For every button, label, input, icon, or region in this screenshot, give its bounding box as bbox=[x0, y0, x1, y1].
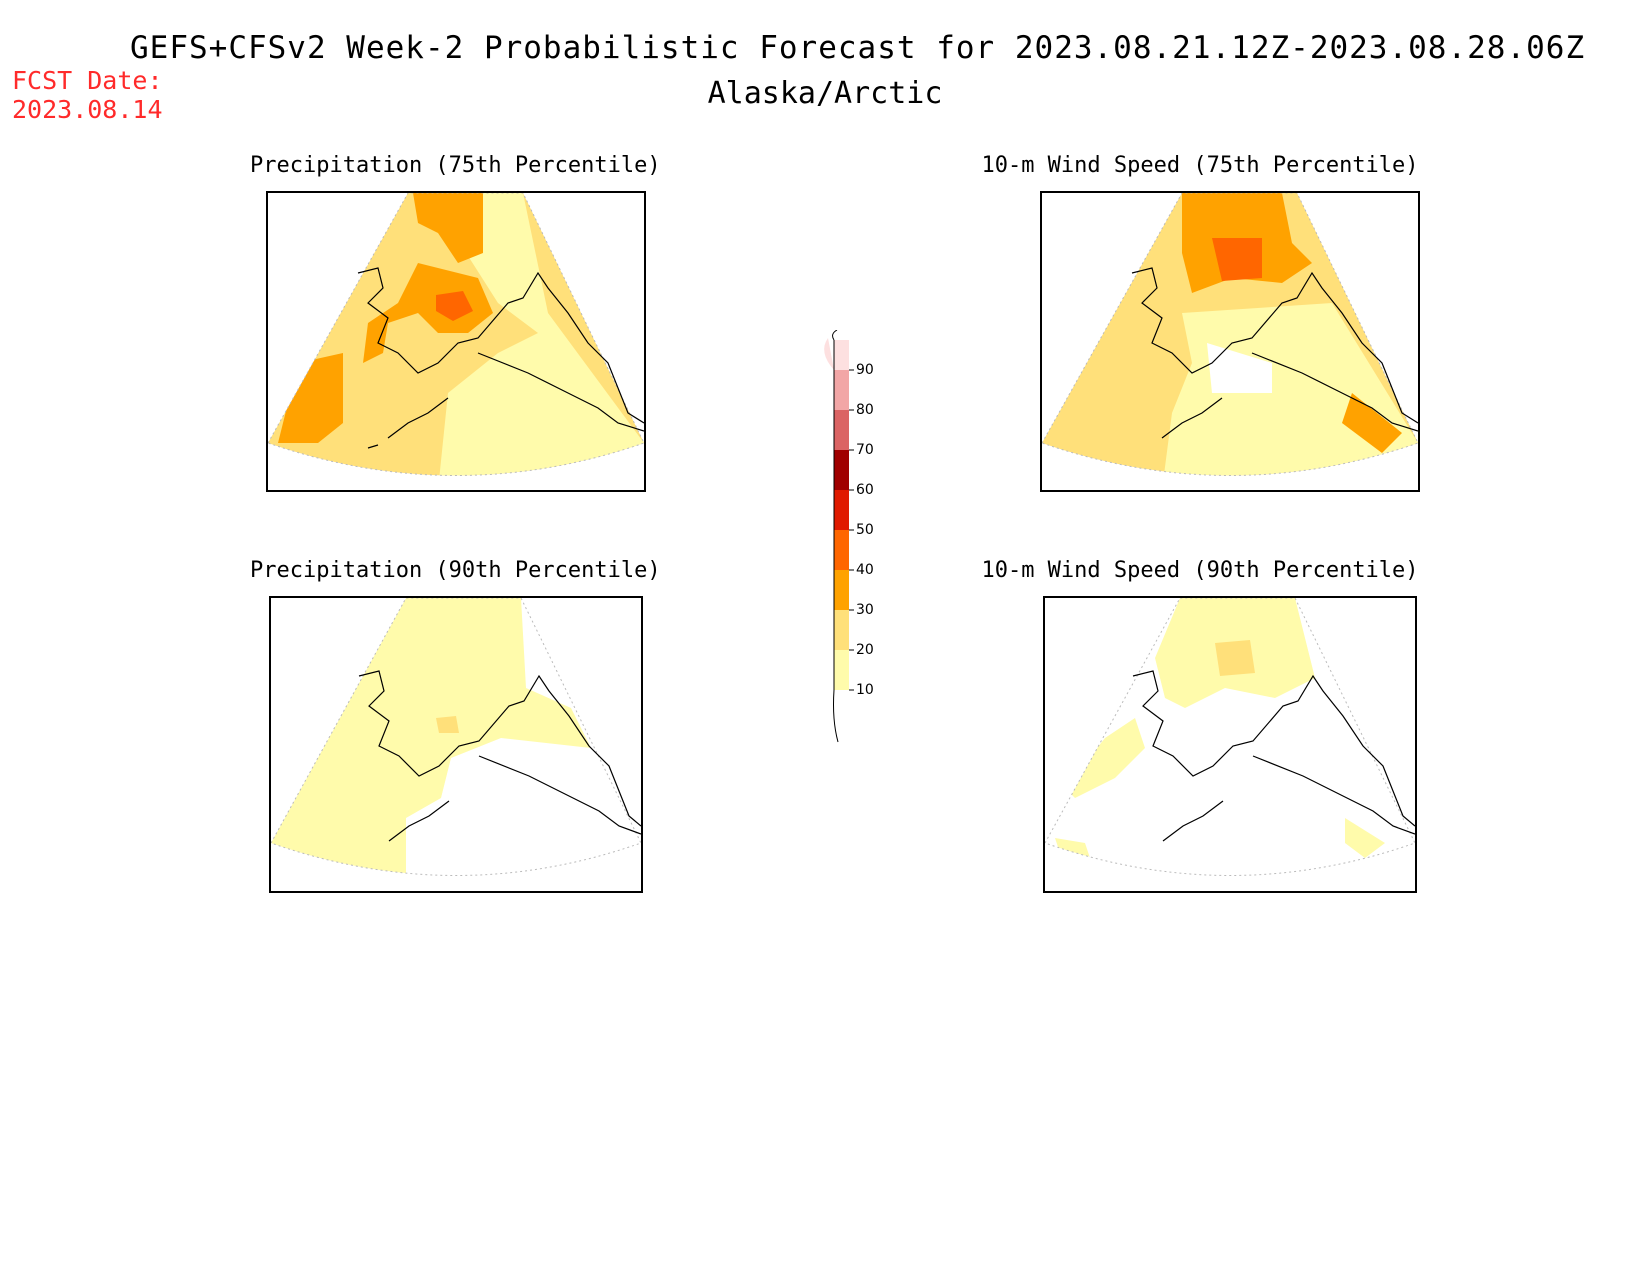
panel-title-wind-75: 10-m Wind Speed (75th Percentile) bbox=[981, 153, 1419, 178]
map-wind-75 bbox=[1040, 191, 1420, 492]
colorbar-label-60: 60 bbox=[856, 482, 874, 498]
colorbar-label-80: 80 bbox=[856, 402, 874, 418]
colorbar: 90 80 70 60 50 40 30 20 10 bbox=[800, 330, 920, 750]
map-precip-75-graphic bbox=[268, 193, 644, 476]
map-wind-75-graphic bbox=[1042, 193, 1418, 476]
region-subtitle: Alaska/Arctic bbox=[707, 76, 943, 111]
colorbar-bin-50-60 bbox=[834, 490, 849, 530]
map-precip-75 bbox=[266, 191, 646, 492]
colorbar-label-90: 90 bbox=[856, 362, 874, 378]
panel-title-wind-90: 10-m Wind Speed (90th Percentile) bbox=[981, 558, 1419, 583]
colorbar-label-30: 30 bbox=[856, 602, 874, 618]
colorbar-bin-60-70 bbox=[834, 450, 849, 490]
forecast-date-block: FCST Date: 2023.08.14 bbox=[12, 66, 163, 124]
panel-title-precip-75: Precipitation (75th Percentile) bbox=[250, 153, 661, 178]
colorbar-bin-70-80 bbox=[834, 410, 849, 450]
colorbar-label-20: 20 bbox=[856, 642, 874, 658]
colorbar-bin-30-40 bbox=[834, 570, 849, 610]
colorbar-bin-80-90 bbox=[834, 370, 849, 410]
map-wind-90-graphic bbox=[1045, 598, 1415, 876]
main-title: GEFS+CFSv2 Week-2 Probabilistic Forecast… bbox=[130, 30, 1586, 66]
colorbar-graphic bbox=[824, 330, 854, 743]
colorbar-label-10: 10 bbox=[856, 682, 874, 698]
colorbar-bin-40-50 bbox=[834, 530, 849, 570]
map-precip-90-graphic bbox=[271, 598, 641, 876]
colorbar-bin-20-30 bbox=[834, 610, 849, 650]
forecast-date-label: FCST Date: bbox=[12, 66, 163, 95]
colorbar-label-50: 50 bbox=[856, 522, 874, 538]
panel-title-precip-90: Precipitation (90th Percentile) bbox=[250, 558, 661, 583]
colorbar-label-40: 40 bbox=[856, 562, 874, 578]
map-precip-90 bbox=[269, 596, 643, 893]
colorbar-bin-10-20 bbox=[834, 650, 849, 690]
forecast-date-value: 2023.08.14 bbox=[12, 95, 163, 124]
map-wind-90 bbox=[1043, 596, 1417, 893]
colorbar-label-70: 70 bbox=[856, 442, 874, 458]
